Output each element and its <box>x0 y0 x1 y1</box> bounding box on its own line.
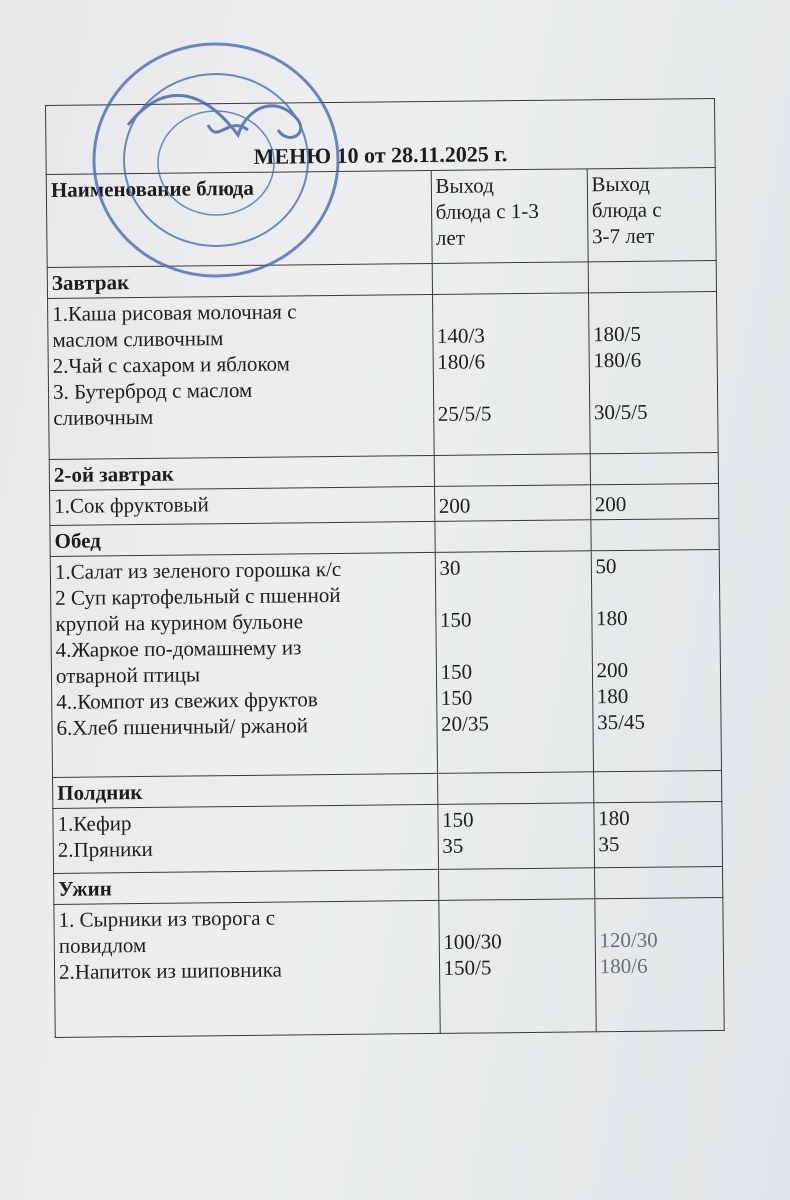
dish-list: 1.Кефир 2.Пряники <box>52 804 439 874</box>
empty-cell <box>434 519 591 553</box>
empty-cell <box>587 260 717 293</box>
portion-1-3: 140/3 180/6 25/5/5 <box>432 292 590 456</box>
header-age-1-3: Выход блюда с 1-3 лет <box>430 168 588 264</box>
portion-1-3: 100/30 150/5 <box>438 898 596 1034</box>
menu-table: МЕНЮ 10 от 28.11.2025 г. Наименование бл… <box>45 98 725 1038</box>
portion-3-7: 180/5 180/6 30/5/5 <box>588 291 719 454</box>
dish-list: 1. Сырники из творога с повидлом 2.Напит… <box>53 900 440 1038</box>
empty-cell <box>433 453 591 487</box>
portion-3-7: 120/30 180/6 <box>594 897 725 1032</box>
dish-list: 1.Каша рисовая молочная с маслом сливочн… <box>47 294 434 460</box>
header-age-3-7: Выход блюда с 3-7 лет <box>586 167 717 262</box>
empty-cell <box>593 770 722 803</box>
section-breakfast: Завтрак <box>47 263 433 299</box>
empty-cell <box>589 452 719 485</box>
portion-1-3: 30 150 150 150 20/35 <box>434 550 594 774</box>
empty-cell <box>431 261 589 295</box>
portion-3-7: 50 180 200 180 35/45 <box>590 549 722 772</box>
section-dinner: Ужин <box>53 869 439 905</box>
section-snack: Полдник <box>52 773 438 809</box>
dish-list: 1.Салат из зеленого горошка к/с 2 Суп ка… <box>50 552 438 778</box>
table-row: 1. Сырники из творога с повидлом 2.Напит… <box>53 897 725 1038</box>
empty-cell <box>438 867 595 901</box>
section-lunch: Обед <box>49 521 435 557</box>
empty-cell <box>437 771 594 805</box>
dish-list: 1.Сок фруктовый <box>49 486 435 526</box>
section-second-breakfast: 2-ой завтрак <box>49 455 435 491</box>
empty-cell <box>590 518 720 551</box>
portion-3-7: 180 35 <box>593 801 723 868</box>
table-row: 1.Кефир 2.Пряники 150 35 180 35 <box>52 801 723 874</box>
empty-cell <box>594 866 723 899</box>
portion-1-3: 200 <box>434 484 591 522</box>
portion-3-7: 200 <box>590 483 719 520</box>
table-row: 1.Салат из зеленого горошка к/с 2 Суп ка… <box>50 549 722 778</box>
portion-1-3: 150 35 <box>437 802 595 870</box>
menu-title: МЕНЮ 10 от 28.11.2025 г. <box>45 98 716 175</box>
table-row: 1.Каша рисовая молочная с маслом сливочн… <box>47 291 719 460</box>
header-dish: Наименование блюда <box>46 170 432 268</box>
